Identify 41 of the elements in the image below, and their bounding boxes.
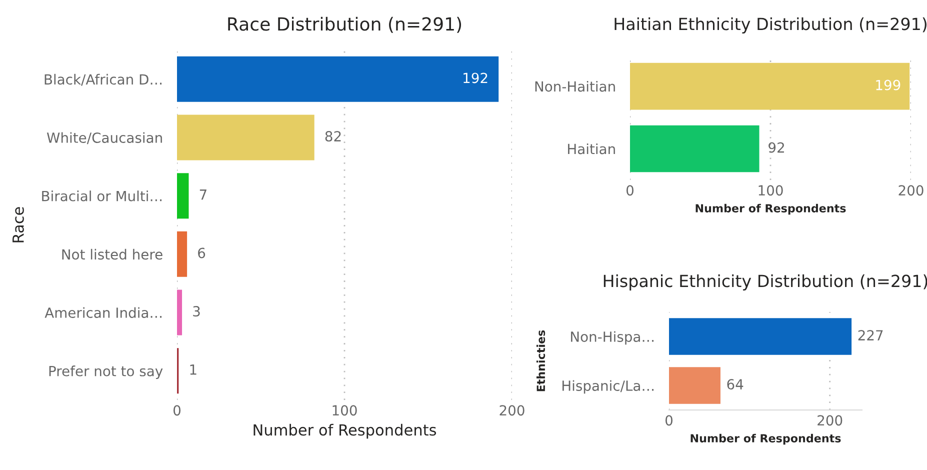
y-tick-label: Haitian (568, 143, 615, 154)
y-axis-title: Race (12, 207, 24, 242)
y-tick-label: Biracial or Multi… (42, 190, 162, 202)
x-axis-title: Number of Respondents (690, 434, 841, 445)
x-tick-label: 0 (665, 415, 672, 426)
y-tick-label: White/Caucasian (46, 132, 162, 144)
y-tick-label: Hispanic/La… (562, 380, 654, 394)
y-tick-label: Non-Haitian (535, 80, 615, 92)
x-tick-label: 100 (758, 185, 783, 196)
x-axis-title: Number of Respondents (696, 204, 846, 215)
data-label: 92 (768, 142, 784, 153)
data-label: 1 (190, 364, 196, 375)
bar (177, 173, 189, 219)
x-axis-title: Number of Respondents (254, 424, 436, 439)
data-label: 199 (876, 80, 900, 90)
bar (177, 56, 499, 102)
x-tick-label: 0 (173, 405, 180, 416)
bar (177, 114, 314, 160)
data-label: 64 (727, 379, 744, 390)
y-tick-label: Prefer not to say (49, 366, 163, 379)
x-tick-label: 0 (626, 185, 634, 196)
x-tick-label: 200 (818, 415, 842, 426)
data-label: 82 (325, 131, 341, 142)
bar (177, 290, 182, 336)
data-label: 6 (198, 248, 206, 258)
chart-title: Race Distribution (n=291) (228, 16, 462, 33)
bar (177, 231, 188, 277)
x-tick-label: 200 (898, 185, 924, 196)
y-axis-title: Ethnicties (536, 330, 546, 392)
chart-title: Haitian Ethnicity Distribution (n=291) (614, 17, 926, 34)
x-tick-label: 100 (332, 405, 357, 416)
data-label: 7 (200, 190, 206, 200)
data-label: 227 (858, 330, 883, 340)
data-label: 3 (193, 306, 200, 317)
chart-title: Hispanic Ethnicity Distribution (n=291) (604, 274, 927, 290)
data-label: 192 (464, 72, 488, 84)
x-tick-label: 200 (500, 405, 524, 416)
y-tick-label: American India… (44, 307, 162, 318)
y-tick-label: Not listed here (62, 248, 162, 260)
y-tick-label: Non-Hispa… (571, 331, 654, 345)
y-tick-label: Black/African D… (44, 74, 162, 86)
